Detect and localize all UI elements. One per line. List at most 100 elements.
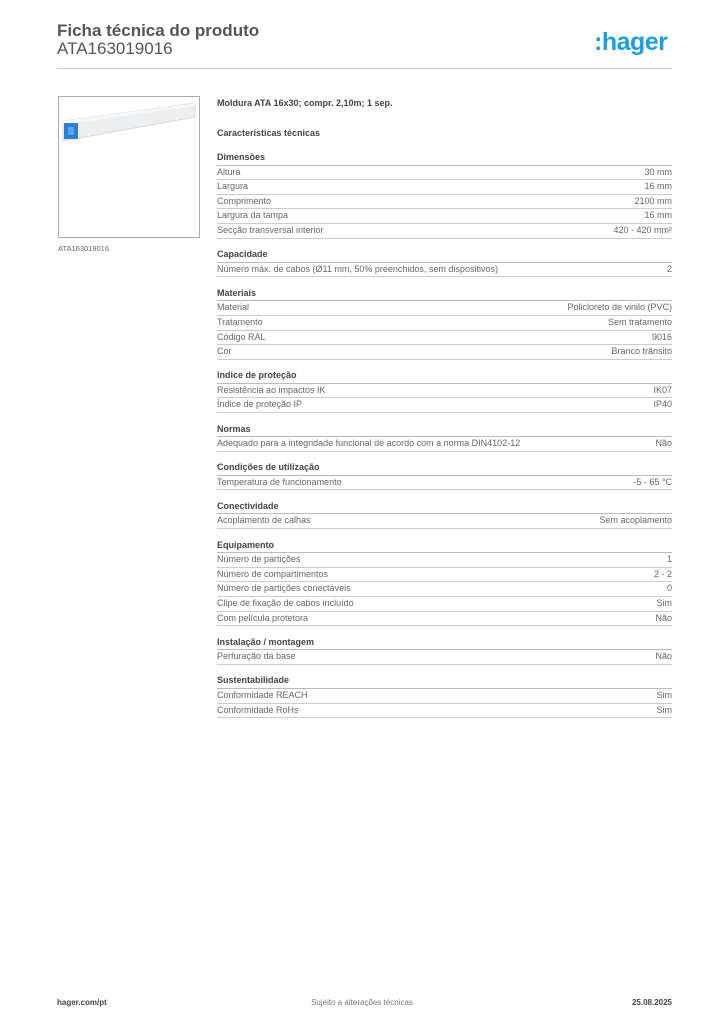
spec-row: Temperatura de funcionamento -5 - 65 °C [217, 476, 672, 491]
spec-row: Material Policloreto de vinilo (PVC) [217, 301, 672, 316]
spec-section: indice de proteção Resistência ao impacto… [217, 369, 672, 413]
spec-row: Conformidade RoHs Sim [217, 704, 672, 719]
spec-sections: Dimensões Altura 30 mm Largura 16 mm Comprime… [217, 151, 672, 719]
header-divider [57, 68, 672, 69]
spec-label: Altura [217, 166, 241, 177]
section-heading: Normas [217, 423, 672, 438]
spec-row: Secção transversal interior 420 - 420 mm² [217, 224, 672, 239]
spec-section: Materiais Material Policloreto de vinilo (… [217, 287, 672, 360]
spec-row: Índice de proteção IP IP40 [217, 398, 672, 413]
spec-row: Resistência ao impactos IK IK07 [217, 384, 672, 399]
spec-label: Acoplamento de calhas [217, 515, 311, 526]
section-heading: Equipamento [217, 539, 672, 554]
document-title: Ficha técnica do produto [57, 21, 260, 40]
spec-label: Cor [217, 346, 232, 357]
spec-value: 2 - 2 [653, 568, 672, 579]
spec-content: Moldura ATA 16x30; compr. 2,10m; 1 sep. … [217, 96, 672, 728]
spec-label: Índice de proteção IP [217, 399, 303, 410]
spec-value: Branco trânsito [611, 346, 672, 357]
product-code: ATA163019016 [57, 39, 173, 58]
spec-section: Normas Adequado para a integridade funcio… [217, 423, 672, 452]
spec-label: Tratamento [217, 316, 263, 327]
spec-row: Adequado para a integridade funcional de… [217, 437, 672, 452]
spec-label: Largura [217, 181, 249, 192]
logo-text: hager [601, 28, 668, 56]
spec-label: Código RAL [217, 331, 266, 342]
spec-value: Policloreto de vinilo (PVC) [567, 302, 672, 313]
spec-section: Sustentabilidade Conformidade REACH Sim Con… [217, 674, 672, 719]
spec-value: Sim [656, 704, 673, 715]
spec-section: Condições de utilização Temperatura de fu… [217, 461, 672, 491]
spec-row: Número máx. de cabos (Ø11 mm, 50% preenc… [217, 263, 672, 278]
product-name: Moldura ATA 16x30; compr. 2,10m; 1 sep. [217, 98, 393, 108]
section-heading: Dimensões [217, 151, 672, 166]
spec-label: Comprimento [217, 195, 272, 206]
spec-label: Adequado para a integridade funcional de… [217, 438, 521, 449]
section-heading: Materiais [217, 287, 672, 302]
spec-value: Não [655, 651, 672, 662]
footer-website[interactable]: hager.com/pt [57, 998, 107, 1007]
spec-row: Largura 16 mm [217, 180, 672, 195]
spec-row: Número de partições conectáveis 0 [217, 582, 672, 597]
section-heading: Conectividade [217, 500, 672, 515]
image-caption: ATA163019016 [58, 244, 110, 253]
spec-section: Capacidade Número máx. de cabos (Ø11 mm, … [217, 248, 672, 278]
spec-row: Código RAL 9016 [217, 331, 672, 346]
spec-row: Clipe de fixação de cabos incluído Sim [217, 597, 672, 612]
spec-row: Tratamento Sem tratamento [217, 316, 672, 331]
spec-row: Acoplamento de calhas Sem acoplamento [217, 514, 672, 530]
spec-label: Conformidade REACH [217, 689, 308, 700]
footer-date: 25.08.2025 [631, 998, 672, 1007]
section-heading: Condições de utilização [217, 461, 672, 476]
spec-row: Com película protetora Não [217, 612, 672, 627]
spec-label: Perfuração da base [217, 651, 296, 662]
cable-trunking-illustration [62, 102, 196, 142]
spec-row: Cor Branco trânsito [217, 345, 672, 360]
spec-value: 9016 [651, 331, 672, 342]
spec-label: Número de partições conectáveis [217, 583, 351, 594]
spec-value: 2100 mm [634, 195, 672, 206]
spec-value: Sem tratamento [607, 316, 672, 327]
spec-label: Número de compartimentos [217, 568, 329, 579]
spec-value: IP40 [653, 399, 672, 410]
spec-value: 420 - 420 mm² [613, 224, 672, 235]
spec-value: 16 mm [644, 210, 672, 221]
spec-section: Instalação / montagem Perfuração da base N… [217, 636, 672, 665]
section-heading: indice de proteção [217, 369, 672, 384]
spec-value: Sem acoplamento [599, 515, 672, 526]
spec-value: 16 mm [644, 181, 672, 192]
spec-row: Perfuração da base Não [217, 650, 672, 665]
footer-note: Sujeito a alterações técnicas [311, 998, 413, 1007]
spec-label: Número de partições [217, 554, 301, 565]
spec-row: Conformidade REACH Sim [217, 689, 672, 704]
spec-value: Não [655, 612, 672, 623]
spec-value: Sim [656, 689, 673, 700]
spec-label: Conformidade RoHs [217, 704, 299, 715]
spec-value: Não [655, 438, 672, 449]
hager-logo: :hager [594, 28, 668, 56]
spec-section: Dimensões Altura 30 mm Largura 16 mm Comprime… [217, 151, 672, 239]
spec-label: Resistência ao impactos IK [217, 384, 326, 395]
product-image [58, 96, 200, 238]
spec-row: Comprimento 2100 mm [217, 195, 672, 210]
section-heading: Instalação / montagem [217, 636, 672, 651]
characteristics-heading: Características técnicas [217, 128, 321, 138]
spec-value: 1 [666, 554, 672, 565]
spec-label: Temperatura de funcionamento [217, 476, 342, 487]
spec-section: Conectividade Acoplamento de calhas Sem ac… [217, 500, 672, 530]
spec-row: Número de partições 1 [217, 553, 672, 568]
section-heading: Capacidade [217, 248, 672, 263]
spec-value: -5 - 65 °C [633, 476, 672, 487]
spec-label: Clipe de fixação de cabos incluído [217, 597, 354, 608]
spec-value: 0 [666, 583, 672, 594]
spec-row: Largura da tampa 16 mm [217, 209, 672, 224]
spec-value: 2 [666, 263, 672, 274]
spec-section: Equipamento Número de partições 1 Número de… [217, 539, 672, 627]
spec-value: 30 mm [644, 166, 672, 177]
spec-label: Com película protetora [217, 612, 309, 623]
section-heading: Sustentabilidade [217, 674, 672, 689]
spec-label: Material [217, 302, 250, 313]
spec-row: Altura 30 mm [217, 166, 672, 181]
spec-label: Número máx. de cabos (Ø11 mm, 50% preenc… [217, 263, 498, 274]
